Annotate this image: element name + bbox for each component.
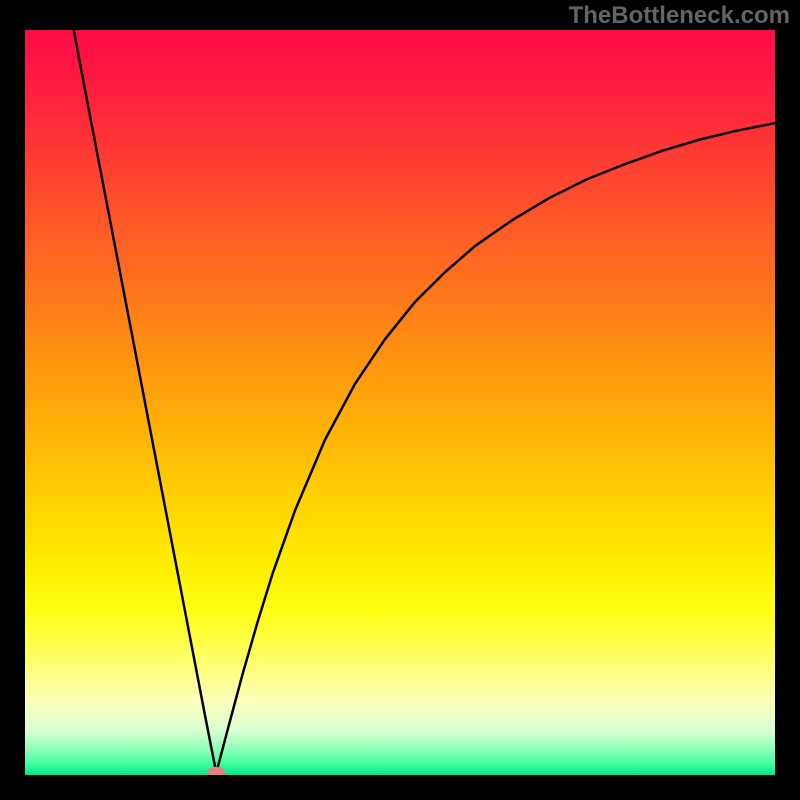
plot-area xyxy=(25,30,775,775)
chart-container: TheBottleneck.com xyxy=(0,0,800,800)
gradient-background xyxy=(25,30,775,775)
chart-svg xyxy=(25,30,775,775)
watermark-text: TheBottleneck.com xyxy=(569,2,790,30)
